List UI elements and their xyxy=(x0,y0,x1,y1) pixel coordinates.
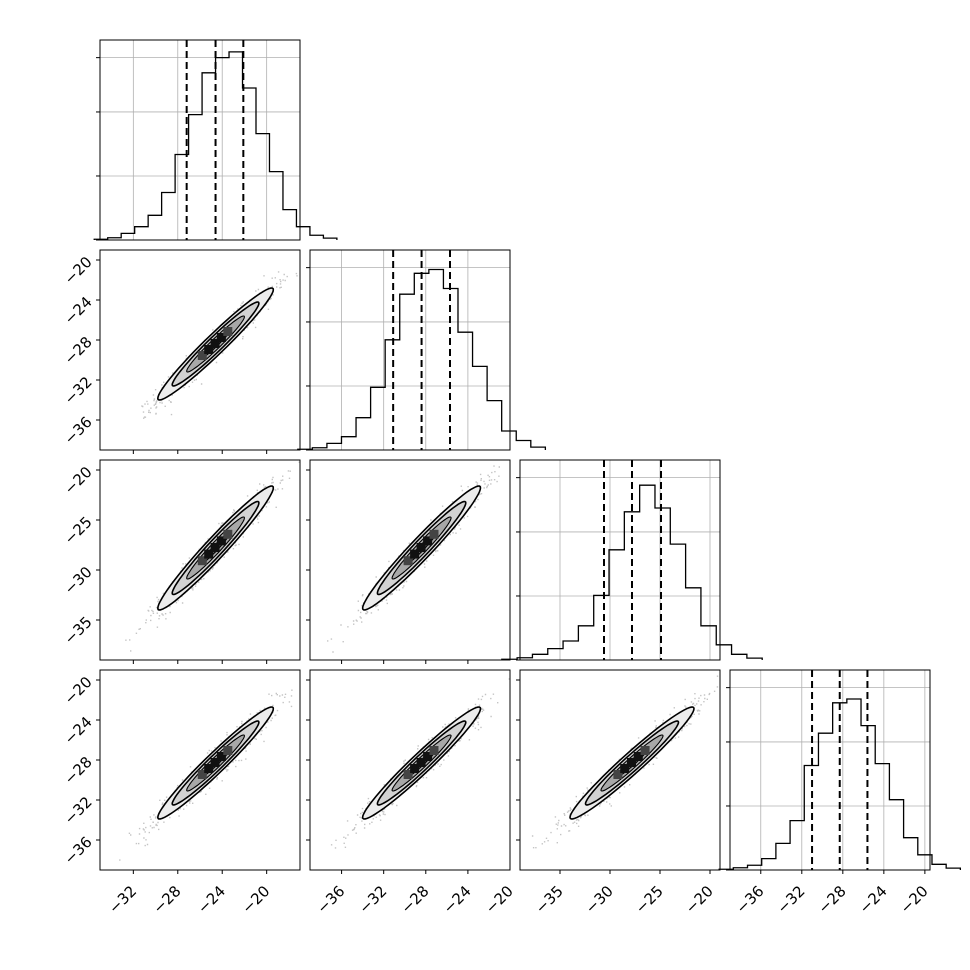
panel-frame xyxy=(309,249,511,451)
panel-frame xyxy=(729,669,931,871)
density-core-cell xyxy=(210,339,220,348)
x-tick-label: −35 xyxy=(532,882,567,917)
scatter-panel-4-2 xyxy=(306,669,511,874)
y-tick-label: −24 xyxy=(61,713,96,748)
density-core-cell xyxy=(410,549,420,559)
panel-frame xyxy=(309,669,511,871)
x-tick-label: −32 xyxy=(774,882,809,917)
histogram-step xyxy=(501,484,763,660)
x-tick-label: −28 xyxy=(815,882,850,917)
density-core-cell xyxy=(627,758,636,767)
density-core-cell xyxy=(216,536,226,546)
density-core-cell xyxy=(423,752,433,761)
y-tick-label: −32 xyxy=(61,373,96,408)
density-core-cell xyxy=(197,770,207,779)
density-core-cell xyxy=(223,529,233,539)
x-tick-label: −30 xyxy=(582,882,617,917)
x-tick-label: −24 xyxy=(194,882,229,917)
panel-frame xyxy=(309,459,511,661)
density-core-cell xyxy=(429,746,439,755)
histogram-panel-4 xyxy=(718,669,962,871)
density-core-cell xyxy=(410,764,420,773)
density-core-cell xyxy=(210,758,220,767)
density-core-cell xyxy=(204,549,214,559)
density-core-cell xyxy=(620,764,630,773)
y-tick-label: −36 xyxy=(61,833,96,868)
panel-frame xyxy=(519,669,721,871)
density-core-cell xyxy=(216,333,226,342)
x-tick-label: −32 xyxy=(105,882,140,917)
x-tick-label: −24 xyxy=(440,882,475,917)
histogram-panel-1 xyxy=(93,39,338,241)
y-tick-label: −20 xyxy=(61,463,96,498)
panel-frame xyxy=(519,459,721,661)
density-core-cell xyxy=(613,770,623,779)
y-tick-label: −25 xyxy=(61,513,96,548)
panel-frame xyxy=(99,459,301,661)
histogram-step xyxy=(718,698,962,870)
scatter-panel-2-1: −20 −24 −28 −32 −36 xyxy=(61,249,301,454)
y-tick-label: −35 xyxy=(61,613,96,648)
x-tick-label: −24 xyxy=(856,882,891,917)
density-core-cell xyxy=(423,536,433,546)
histogram-panel-2 xyxy=(297,249,547,451)
scatter-panel-4-1: −20 −24 −28 −32 −36 xyxy=(61,669,301,874)
density-core-cell xyxy=(197,351,207,360)
density-core-cell xyxy=(210,543,220,552)
x-tick-label: −20 xyxy=(238,882,273,917)
density-core-cell xyxy=(223,327,233,336)
density-core-cell xyxy=(403,770,413,779)
panel-frame xyxy=(99,39,301,241)
y-tick-label: −32 xyxy=(61,793,96,828)
y-tick-label: −20 xyxy=(61,253,96,288)
density-core-cell xyxy=(216,752,226,761)
y-tick-label: −24 xyxy=(61,293,96,328)
x-tick-label: −36 xyxy=(732,882,767,917)
x-tick-label: −36 xyxy=(313,882,348,917)
density-core-cell xyxy=(197,556,207,566)
x-tick-label: −28 xyxy=(398,882,433,917)
y-tick-label: −28 xyxy=(61,753,96,788)
panel-frame xyxy=(99,669,301,871)
density-core-cell xyxy=(403,556,413,566)
x-tick-label: −20 xyxy=(682,882,717,917)
y-tick-label: −20 xyxy=(61,673,96,708)
x-tick-label: −20 xyxy=(482,882,517,917)
density-core-cell xyxy=(416,758,426,767)
histogram-panel-3 xyxy=(501,459,763,661)
density-core-cell xyxy=(204,764,214,773)
y-tick-label: −36 xyxy=(61,413,96,448)
y-tick-label: −28 xyxy=(61,333,96,368)
density-core-cell xyxy=(223,746,233,755)
x-tick-label: −25 xyxy=(632,882,667,917)
panel-frame xyxy=(99,249,301,451)
x-tick-label: −32 xyxy=(355,882,390,917)
x-tick-label: −20 xyxy=(897,882,932,917)
scatter-panel-3-1: −20 −25 −30 −35 xyxy=(61,459,301,664)
y-tick-label: −30 xyxy=(61,563,96,598)
density-core-cell xyxy=(640,746,650,755)
x-tick-label: −28 xyxy=(149,882,184,917)
density-core-cell xyxy=(633,752,643,761)
density-core-cell xyxy=(416,543,426,552)
density-core-cell xyxy=(204,345,214,354)
scatter-panel-3-2 xyxy=(306,459,511,664)
scatter-panel-4-3 xyxy=(516,669,721,874)
density-core-cell xyxy=(429,529,439,539)
